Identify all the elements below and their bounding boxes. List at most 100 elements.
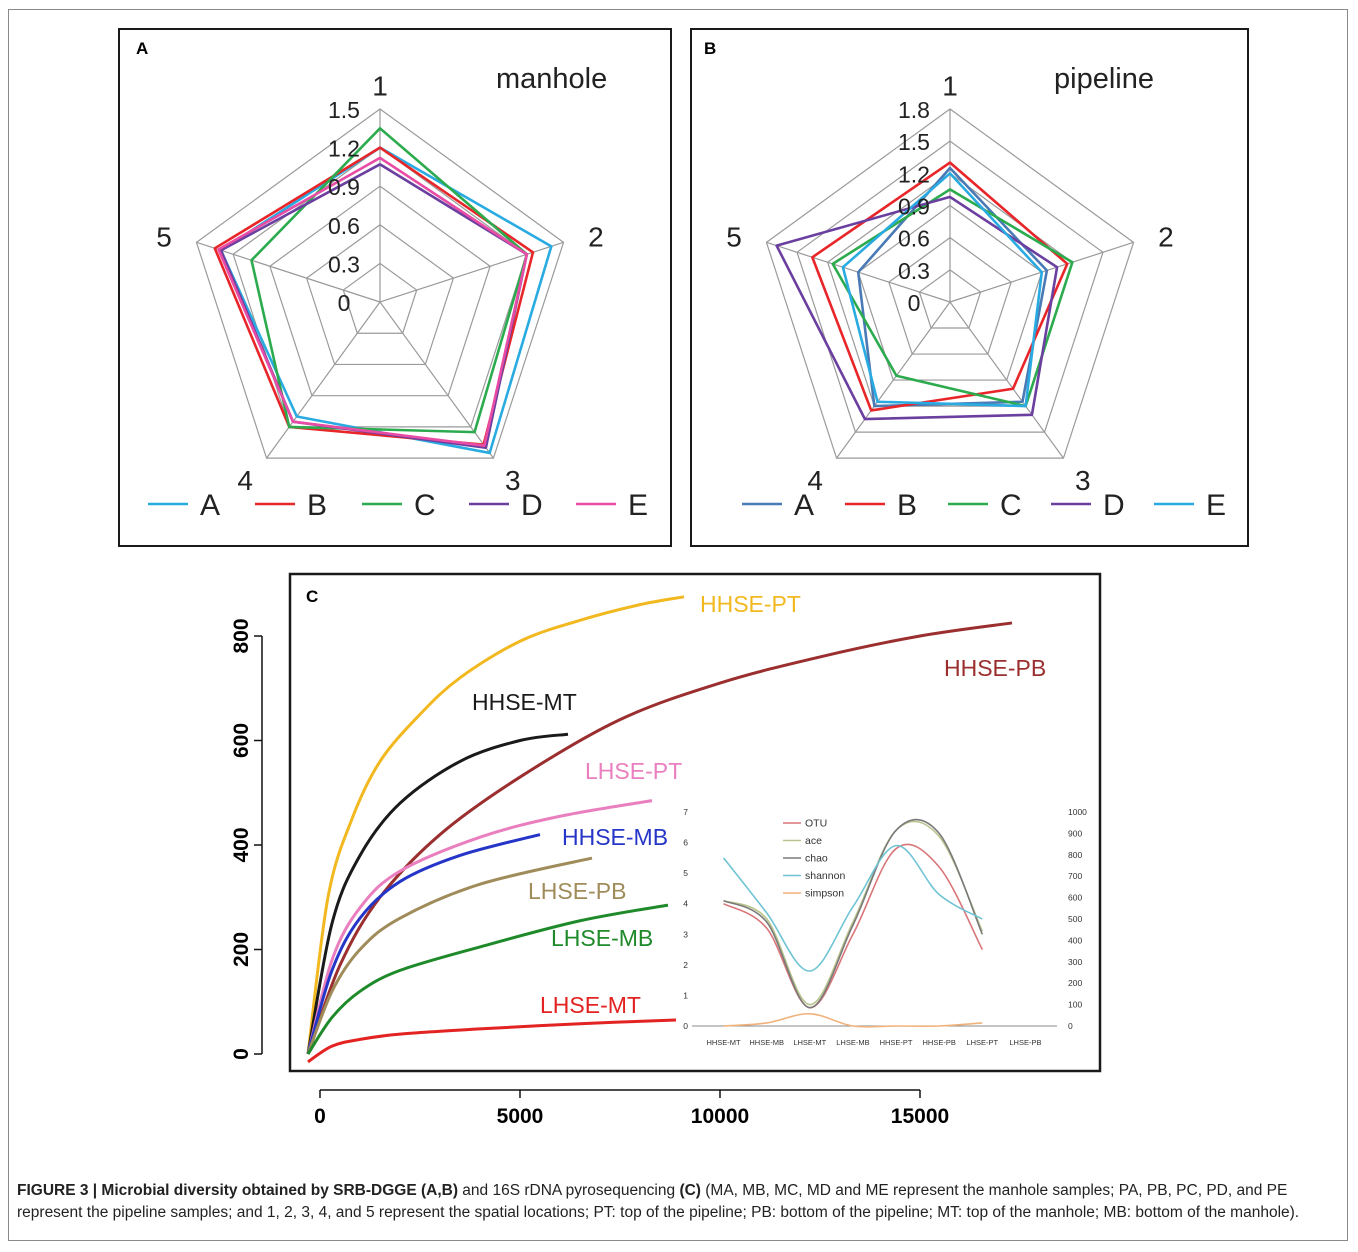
panel-c-axes: 0 5000 10000 15000 0 200 400 600 800 <box>230 618 949 1128</box>
inset-left-tick-label: 0 <box>683 1021 688 1031</box>
curve-label-HHSE-PT: HHSE-PT <box>700 591 801 617</box>
panel-a-letter: A <box>136 39 148 58</box>
radar-grid-ring <box>195 108 565 459</box>
panel-b-legend: A B C D E <box>742 489 1226 522</box>
radar-grid-ring <box>918 269 982 329</box>
inset-legend-label-chao: chao <box>805 853 828 865</box>
radar-series-C <box>250 127 529 434</box>
inset-right-tick-label: 500 <box>1068 914 1082 924</box>
legend-label-E: E <box>628 489 648 522</box>
inset-category-label: LHSE-PT <box>966 1038 998 1047</box>
inset-right-tick-label: 800 <box>1068 850 1082 860</box>
legend-label-D: D <box>521 489 543 522</box>
y-tick-label: 0 <box>230 1048 253 1060</box>
radar-tick-label: 1.5 <box>328 97 360 123</box>
panel-b-svg: B pipeline 0 0.3 0.6 0.9 1.2 1.5 1.8 1 2 3 4 5 A B C D… <box>704 39 1226 522</box>
inset-series-chao <box>723 818 984 1009</box>
radar-series-D <box>775 195 1059 421</box>
x-tick-label: 5000 <box>497 1105 544 1128</box>
radar-series-B <box>213 146 535 446</box>
legend-label-B: B <box>307 489 327 522</box>
y-tick-label: 800 <box>230 618 253 653</box>
inset-category-label: HHSE-PB <box>923 1038 956 1047</box>
curve-HHSE-MB <box>306 833 541 1055</box>
panel-a-svg: A manhole 0 0.3 0.6 0.9 1.2 1.5 1 2 3 4 5 A B C D E <box>136 39 648 522</box>
legend-label-D: D <box>1103 489 1125 522</box>
radar-grid-ring <box>765 108 1135 459</box>
inset-legend-label-ace: ace <box>805 835 822 847</box>
curve-label-HHSE-PB: HHSE-PB <box>944 655 1046 681</box>
inset-left-tick-label: 4 <box>683 899 688 909</box>
inset-series-shannon <box>722 844 983 972</box>
legend-label-A: A <box>794 489 814 522</box>
inset-right-tick-label: 200 <box>1068 978 1082 988</box>
radar-axis-label-4: 4 <box>807 465 823 496</box>
radar-tick-label: 0 <box>338 290 351 316</box>
y-tick-label: 200 <box>230 932 253 967</box>
inset-category-label: LHSE-MB <box>836 1038 869 1047</box>
inset-category-label: HHSE-MB <box>749 1038 784 1047</box>
inset-category-label: HHSE-PT <box>880 1038 913 1047</box>
radar-grid-ring <box>888 236 1012 355</box>
inset-right-tick-label: 400 <box>1068 935 1082 945</box>
figure-caption: FIGURE 3 | Microbial diversity obtained … <box>17 1180 1332 1224</box>
legend-label-C: C <box>1000 489 1022 522</box>
inset-series-ace <box>723 820 984 1006</box>
inset-right-tick-label: 600 <box>1068 893 1082 903</box>
inset-left-tick-label: 7 <box>683 807 688 817</box>
legend-label-A: A <box>200 489 220 522</box>
caption-bold-2: (C) <box>679 1182 701 1199</box>
radar-tick-label: 1.8 <box>898 97 930 123</box>
panel-c-border <box>288 572 1102 1073</box>
radar-tick-label: 0.6 <box>898 226 930 252</box>
curve-LHSE-PT <box>306 799 653 1055</box>
inset-right-tick-label: 100 <box>1068 1000 1082 1010</box>
curve-LHSE-MB <box>306 903 669 1055</box>
legend-label-B: B <box>897 489 917 522</box>
curve-label-LHSE-MB: LHSE-MB <box>551 925 653 951</box>
x-tick-label: 15000 <box>891 1105 949 1128</box>
radar-grid-ring <box>232 146 528 428</box>
inset-legend-label-OTU: OTU <box>805 818 827 830</box>
inset-right-tick-label: 700 <box>1068 871 1082 881</box>
x-tick-label: 0 <box>314 1105 326 1128</box>
radar-tick-label: 0 <box>908 290 921 316</box>
radar-tick-label: 1.2 <box>328 136 360 162</box>
inset-right-tick-label: 900 <box>1068 828 1082 838</box>
inset-left-tick-label: 1 <box>683 990 688 1000</box>
radar-axis-label-5: 5 <box>156 221 172 252</box>
panel-a-title: manhole <box>496 63 607 95</box>
radar-axis-label-4: 4 <box>237 465 253 496</box>
inset-right-tick-label: 1000 <box>1068 807 1087 817</box>
y-tick-label: 600 <box>230 723 253 758</box>
panel-b-letter: B <box>704 39 716 58</box>
radar-tick-label: 0.3 <box>898 258 930 284</box>
curve-HHSE-PB <box>306 621 1013 1055</box>
radar-series-E <box>217 156 529 447</box>
curve-label-HHSE-MB: HHSE-MB <box>562 824 668 850</box>
radar-spoke <box>196 241 381 303</box>
inset-left-tick-label: 2 <box>683 960 688 970</box>
curve-label-LHSE-PT: LHSE-PT <box>585 758 682 784</box>
radar-axis-label-2: 2 <box>1158 221 1174 252</box>
radar-axis-label-1: 1 <box>372 71 388 102</box>
curve-HHSE-MT <box>306 732 569 1055</box>
radar-axis-label-3: 3 <box>505 465 521 496</box>
curve-HHSE-PT <box>306 595 685 1055</box>
radar-axis-label-3: 3 <box>1075 465 1091 496</box>
inset-category-label: HHSE-MT <box>706 1038 741 1047</box>
legend-label-C: C <box>414 489 436 522</box>
curve-LHSE-PB <box>306 856 593 1055</box>
caption-bold-1: FIGURE 3 | Microbial diversity obtained … <box>17 1182 458 1199</box>
radar-grid-ring <box>826 172 1074 407</box>
radar-spoke <box>836 301 951 459</box>
inset-left-tick-label: 5 <box>683 868 688 878</box>
radar-series-E <box>841 172 1044 408</box>
panel-b-radar-chart: B pipeline 0 0.3 0.6 0.9 1.2 1.5 1.8 1 2 3 4 5 A B C D… <box>690 28 1249 547</box>
radar-tick-label: 1.2 <box>898 161 930 187</box>
inset-background <box>692 812 1057 1026</box>
inset-legend-label-shannon: shannon <box>805 870 845 882</box>
radar-tick-label: 0.9 <box>328 174 360 200</box>
x-tick-label: 10000 <box>691 1105 749 1128</box>
